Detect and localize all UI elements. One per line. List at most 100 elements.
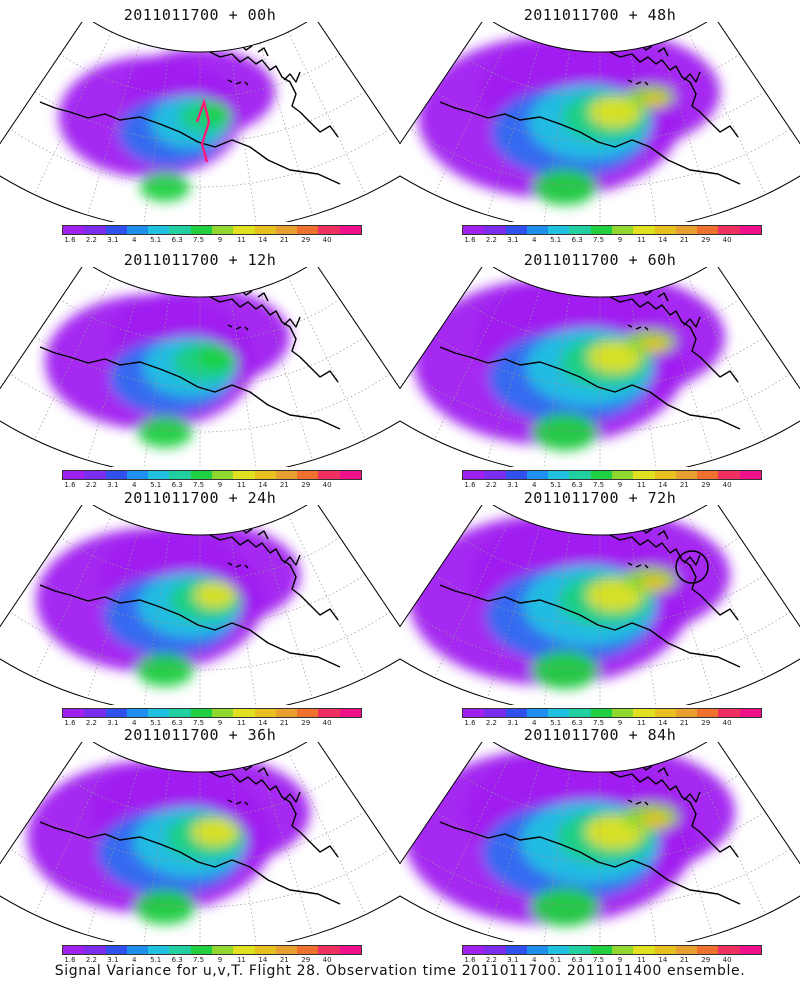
colorbar-tick-label: 4 [532,956,537,964]
colorbar-swatch [463,471,485,479]
colorbar-tick-label: 21 [279,481,289,489]
forecast-panel: 2011011700 + 72h 1.6 2.2 3.1 4 5.1 6.3 7.5 9 11 14… [400,483,800,728]
colorbar-tick-label: 29 [301,956,311,964]
colorbar-tick-label: 21 [279,956,289,964]
colorbar-tick-label: 7.5 [192,481,205,489]
colorbar-swatch [63,946,85,954]
colorbar-swatch [126,471,149,479]
colorbar-tick-label: 21 [679,956,689,964]
colorbar-swatch [254,709,276,717]
colorbar-swatch [569,471,591,479]
variance-map [0,267,400,467]
colorbar-labels: 1.6 2.2 3.1 4 5.1 6.3 7.5 9 11 14 21 29 40 [454,481,764,491]
variance-map [0,505,400,705]
forecast-panel: 2011011700 + 48h 1.6 2.2 3.1 4 5.1 6.3 7.5 9 11 14… [400,0,800,245]
colorbar-swatch [569,946,591,954]
colorbar-tick-label: 3.1 [507,719,519,727]
colorbar-tick-label: 5.1 [150,236,162,244]
panel-title: 2011011700 + 60h [523,251,677,269]
colorbar-tick-label: 3.1 [107,481,119,489]
colorbar-tick-label: 9 [617,956,623,964]
graticule [409,751,791,942]
colorbar-swatch [233,709,255,717]
colorbar-tick-label: 14 [258,481,268,489]
colorbar-tick-label: 14 [658,481,668,489]
colorbar-tick-label: 2.2 [485,956,497,964]
colorbar-labels: 1.6 2.2 3.1 4 5.1 6.3 7.5 9 11 14 21 29 40 [54,719,364,729]
colorbar-tick-label: 29 [701,481,711,489]
colorbar-swatch [675,226,698,234]
colorbar-swatch [297,709,319,717]
map-border [400,22,800,222]
colorbar-tick-label: 9 [217,236,223,244]
colorbar-swatch [169,946,191,954]
colorbar-swatch [211,709,234,717]
colorbar-swatch [739,709,761,717]
panel-title: 2011011700 + 48h [523,6,677,24]
colorbar-swatch [611,946,634,954]
variance-map [400,22,800,222]
colorbar-tick-label: 6.3 [571,956,583,964]
colorbar-tick-label: 2.2 [85,481,97,489]
colorbar-swatch [590,226,612,234]
colorbar-tick-label: 4 [132,481,137,489]
colorbar-swatch [318,471,340,479]
colorbar-tick-label: 4 [132,956,137,964]
colorbar-swatch [148,946,170,954]
colorbar-tick-label: 11 [236,236,246,244]
colorbar-tick-label: 14 [258,956,268,964]
colorbar-tick-label: 11 [236,719,246,727]
colorbar-tick-label: 5.1 [150,481,162,489]
colorbar-tick-label: 5.1 [150,719,162,727]
colorbar-swatch [169,709,191,717]
colorbar-swatch [633,709,655,717]
colorbar-tick-label: 4 [532,481,537,489]
colorbar [62,470,362,480]
colorbar-tick-label: 6.3 [571,719,583,727]
colorbar-swatch [611,226,634,234]
colorbar-swatch [318,226,340,234]
colorbar-tick-label: 7.5 [592,956,605,964]
colorbar-swatch [190,471,212,479]
colorbar-swatch [654,471,676,479]
colorbar-swatch [718,946,740,954]
colorbar-swatch [63,226,85,234]
colorbar-tick-label: 7.5 [192,236,205,244]
colorbar-tick-label: 14 [658,719,668,727]
graticule [9,751,391,942]
colorbar-swatch [548,471,570,479]
colorbar-tick-label: 40 [722,481,732,489]
colorbar-swatch [211,946,234,954]
flight-track [195,97,211,163]
colorbar-swatch [148,709,170,717]
colorbar-swatch [84,471,106,479]
colorbar-tick-label: 2.2 [85,236,97,244]
colorbar-swatch [484,946,506,954]
colorbar-swatch [339,226,361,234]
colorbar-tick-label: 21 [679,719,689,727]
colorbar-swatch [548,226,570,234]
forecast-panel: 2011011700 + 24h 1.6 2.2 3.1 4 5.1 6.3 7.5 9 11 14… [0,483,400,728]
colorbar-swatch [526,471,549,479]
colorbar-tick-label: 6.3 [171,236,183,244]
variance-map [0,22,400,222]
colorbar-tick-label: 29 [301,481,311,489]
colorbar-tick-label: 6.3 [571,236,583,244]
colorbar-tick-label: 5.1 [550,956,562,964]
colorbar-tick-label: 40 [722,236,732,244]
colorbar-tick-label: 40 [322,956,332,964]
colorbar-tick-label: 14 [258,719,268,727]
colorbar-swatch [233,946,255,954]
colorbar-tick-label: 14 [258,236,268,244]
colorbar [62,945,362,955]
graticule [409,31,791,222]
forecast-panel: 2011011700 + 36h 1.6 2.2 3.1 4 5.1 6.3 7.5 9 11 14… [0,720,400,965]
colorbar-swatch [318,946,340,954]
colorbar-swatch [275,946,298,954]
colorbar-tick-label: 1.6 [464,481,476,489]
colorbar-swatch [84,226,106,234]
colorbar-swatch [105,226,127,234]
colorbar-swatch [211,226,234,234]
colorbar-tick-label: 9 [217,719,223,727]
colorbar-labels: 1.6 2.2 3.1 4 5.1 6.3 7.5 9 11 14 21 29 40 [454,719,764,729]
